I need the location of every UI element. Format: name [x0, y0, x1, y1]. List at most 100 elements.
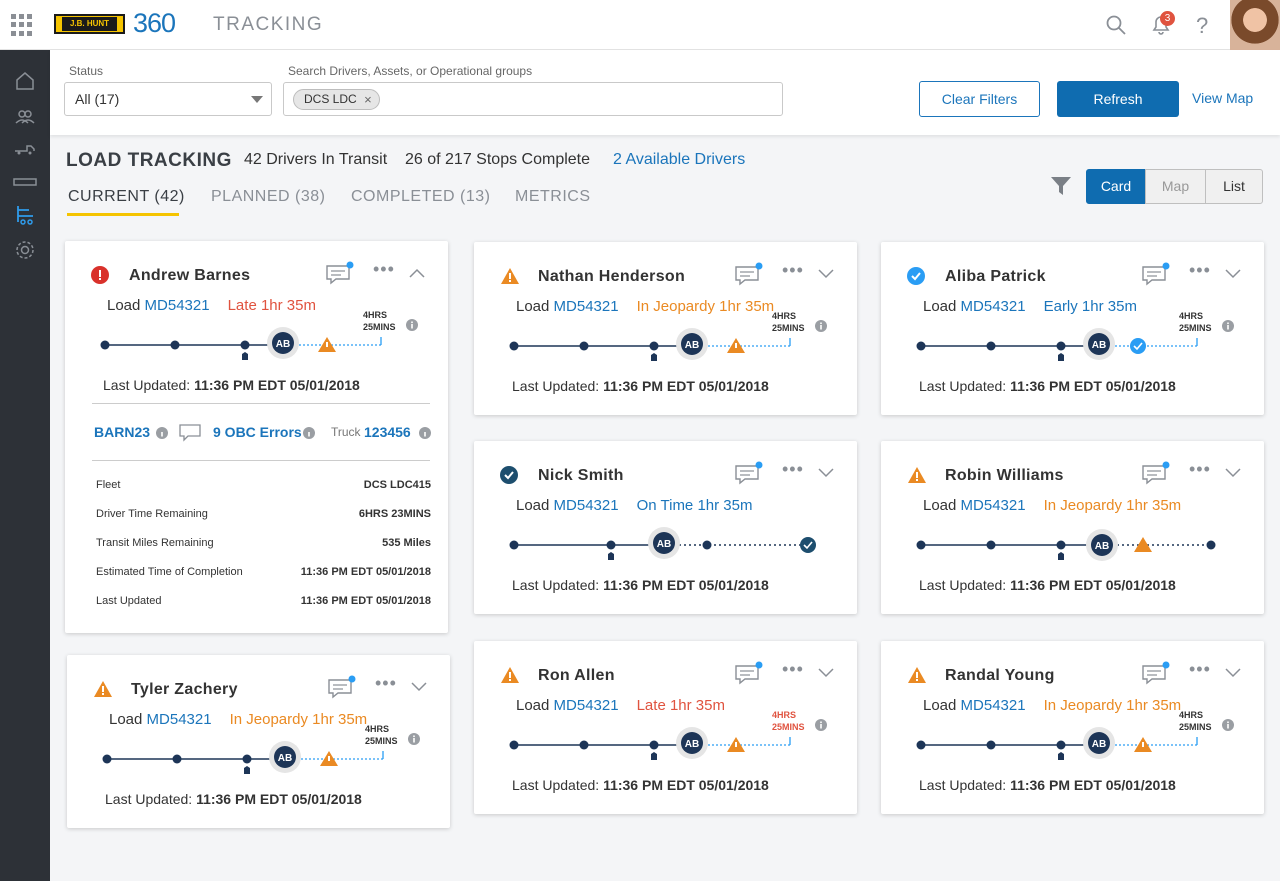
- view-map-link[interactable]: View Map: [1192, 90, 1254, 106]
- eta-status: In Jeopardy 1hr 35m: [229, 711, 368, 728]
- load-id-link[interactable]: MD54321: [553, 497, 619, 514]
- info-icon[interactable]: [1222, 320, 1234, 332]
- load-id-link[interactable]: MD54321: [960, 497, 1026, 514]
- more-options-icon[interactable]: •••: [782, 459, 804, 479]
- tab-current[interactable]: CURRENT (42): [68, 188, 185, 205]
- gear-icon[interactable]: [13, 238, 37, 262]
- search-icon[interactable]: [1106, 15, 1126, 35]
- chevron-down-icon[interactable]: [818, 468, 834, 478]
- driver-name[interactable]: Andrew Barnes: [129, 267, 251, 284]
- close-icon[interactable]: ×: [364, 92, 372, 107]
- info-icon[interactable]: [1222, 719, 1234, 731]
- eta-status: In Jeopardy 1hr 35m: [1043, 697, 1182, 714]
- info-icon[interactable]: [408, 733, 420, 745]
- info-icon[interactable]: [815, 719, 827, 731]
- detail-label: Driver Time Remaining: [96, 508, 208, 520]
- app-launcher-icon[interactable]: [11, 14, 33, 36]
- more-options-icon[interactable]: •••: [782, 260, 804, 280]
- driver-name[interactable]: Nathan Henderson: [538, 268, 686, 285]
- info-icon[interactable]: [303, 427, 315, 439]
- message-icon[interactable]: [1141, 661, 1171, 685]
- driver-card[interactable]: Tyler Zachery ••• Load MD54321 In Jeopardy …: [67, 655, 450, 828]
- message-icon[interactable]: [325, 261, 355, 285]
- stop-progress-track: AB: [100, 327, 382, 360]
- last-updated: Last Updated: 11:36 PM EDT 05/01/2018: [512, 577, 769, 593]
- eta-status: On Time 1hr 35m: [636, 497, 753, 514]
- tab-metrics[interactable]: METRICS: [515, 188, 591, 205]
- more-options-icon[interactable]: •••: [1189, 260, 1211, 280]
- available-drivers-link[interactable]: 2 Available Drivers: [613, 151, 746, 168]
- driver-name[interactable]: Randal Young: [945, 667, 1055, 684]
- svg-text:AB: AB: [1092, 739, 1106, 750]
- chevron-down-icon[interactable]: [411, 682, 427, 692]
- chevron-down-icon[interactable]: [1225, 668, 1241, 678]
- driver-card[interactable]: Ron Allen ••• Load MD54321 Late 1hr 35m AB 4H…: [474, 641, 857, 814]
- last-updated-label: Last Updated:: [512, 777, 600, 793]
- filter-chip[interactable]: DCS LDC ×: [293, 89, 380, 110]
- load-id-link[interactable]: MD54321: [553, 298, 619, 315]
- detail-value: 6HRS 23MINS: [358, 508, 431, 520]
- info-icon[interactable]: [419, 427, 431, 439]
- driver-card[interactable]: Randal Young ••• Load MD54321 In Jeopardy 1…: [881, 641, 1264, 814]
- message-icon[interactable]: [327, 675, 357, 699]
- tab-planned[interactable]: PLANNED (38): [211, 188, 326, 205]
- tab-completed[interactable]: COMPLETED (13): [351, 188, 491, 205]
- load-id-link[interactable]: MD54321: [960, 298, 1026, 315]
- stop-progress-track: AB: [509, 328, 791, 361]
- info-icon[interactable]: [406, 319, 418, 331]
- message-icon[interactable]: [734, 262, 764, 286]
- driver-name[interactable]: Aliba Patrick: [945, 268, 1046, 285]
- chevron-down-icon[interactable]: [1225, 468, 1241, 478]
- message-icon[interactable]: [734, 461, 764, 485]
- driver-name[interactable]: Ron Allen: [538, 667, 615, 684]
- more-options-icon[interactable]: •••: [375, 673, 397, 693]
- refresh-button[interactable]: Refresh: [1057, 81, 1179, 117]
- driver-name[interactable]: Robin Williams: [945, 467, 1064, 484]
- chevron-down-icon[interactable]: [818, 668, 834, 678]
- load-id-link[interactable]: MD54321: [146, 711, 212, 728]
- users-icon[interactable]: [13, 105, 37, 129]
- truck-icon[interactable]: [13, 137, 37, 161]
- clear-filters-button[interactable]: Clear Filters: [919, 81, 1040, 117]
- chevron-down-icon[interactable]: [1225, 269, 1241, 279]
- driver-card[interactable]: Aliba Patrick ••• Load MD54321 Early 1hr 35…: [881, 242, 1264, 415]
- trailer-icon[interactable]: [13, 170, 37, 194]
- message-icon[interactable]: [178, 422, 202, 442]
- search-input[interactable]: DCS LDC ×: [283, 82, 783, 116]
- driver-card[interactable]: Robin Williams ••• Load MD54321 In Jeopardy…: [881, 441, 1264, 614]
- truck-link[interactable]: 123456: [364, 424, 411, 440]
- tracking-icon[interactable]: [13, 202, 37, 226]
- obc-errors-link[interactable]: 9 OBC Errors: [213, 424, 302, 440]
- more-options-icon[interactable]: •••: [1189, 659, 1211, 679]
- filter-icon[interactable]: [1050, 176, 1072, 196]
- help-icon[interactable]: ?: [1196, 13, 1209, 38]
- more-options-icon[interactable]: •••: [373, 259, 395, 279]
- driver-card[interactable]: Andrew Barnes ••• Load MD54321 Late 1hr 35m…: [65, 241, 448, 633]
- driver-name[interactable]: Tyler Zachery: [131, 681, 238, 698]
- home-icon[interactable]: [13, 69, 37, 93]
- driver-code-link[interactable]: BARN23: [94, 424, 151, 440]
- view-map-button[interactable]: Map: [1145, 169, 1206, 204]
- app-title: TRACKING: [213, 14, 324, 35]
- more-options-icon[interactable]: •••: [1189, 459, 1211, 479]
- load-id-link[interactable]: MD54321: [553, 697, 619, 714]
- message-icon[interactable]: [1141, 461, 1171, 485]
- status-select[interactable]: All (17): [64, 82, 272, 116]
- chevron-up-icon[interactable]: [409, 268, 425, 278]
- driver-card[interactable]: Nathan Henderson ••• Load MD54321 In Jeopar…: [474, 242, 857, 415]
- side-nav: [0, 50, 50, 881]
- load-id-link[interactable]: MD54321: [144, 297, 210, 314]
- more-options-icon[interactable]: •••: [782, 659, 804, 679]
- load-id-link[interactable]: MD54321: [960, 697, 1026, 714]
- driver-name[interactable]: Nick Smith: [538, 467, 624, 484]
- avatar[interactable]: [1230, 0, 1280, 50]
- view-list-button[interactable]: List: [1205, 169, 1263, 204]
- message-icon[interactable]: [1141, 262, 1171, 286]
- message-icon[interactable]: [734, 661, 764, 685]
- driver-card[interactable]: Nick Smith ••• Load MD54321 On Time 1hr 35m…: [474, 441, 857, 614]
- info-icon[interactable]: [156, 427, 168, 439]
- load-info: Load MD54321 Early 1hr 35m: [923, 298, 1137, 315]
- view-card-button[interactable]: Card: [1086, 169, 1146, 204]
- chevron-down-icon[interactable]: [818, 269, 834, 279]
- info-icon[interactable]: [815, 320, 827, 332]
